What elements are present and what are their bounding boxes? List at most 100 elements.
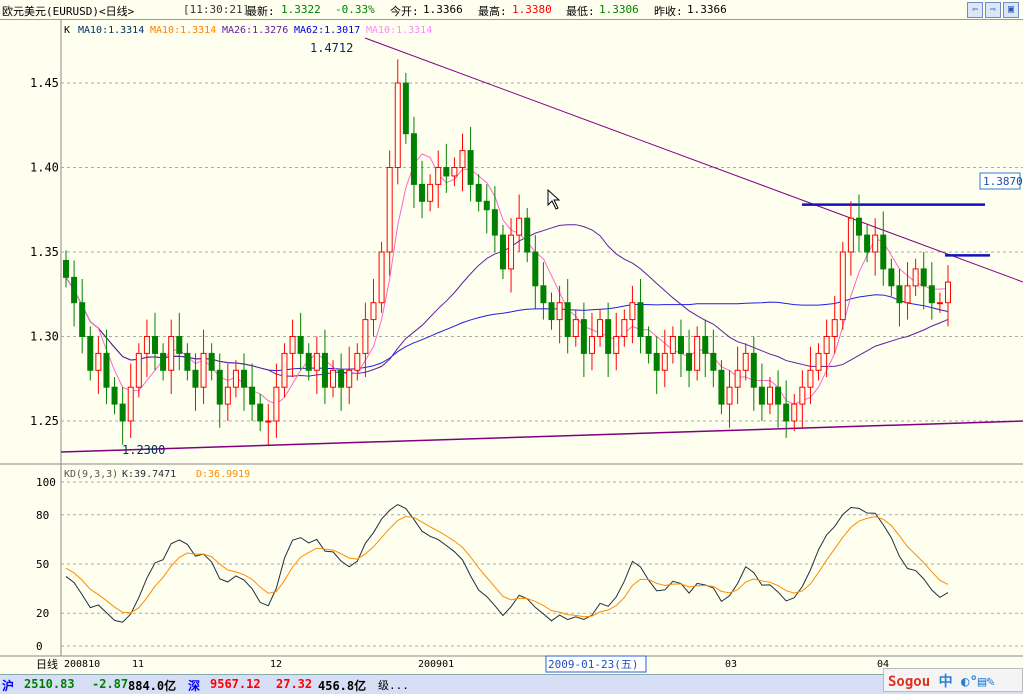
candle bbox=[152, 336, 159, 354]
candle bbox=[823, 336, 830, 354]
candle bbox=[451, 167, 458, 177]
candle bbox=[111, 386, 118, 405]
candle bbox=[799, 386, 806, 405]
instrument-name: 欧元美元(EURUSD)<日线> bbox=[2, 5, 135, 18]
candle bbox=[734, 369, 741, 388]
candle bbox=[168, 336, 175, 371]
candle bbox=[880, 234, 887, 270]
kd-tick: 50 bbox=[36, 558, 49, 571]
candle bbox=[710, 352, 717, 371]
d-line bbox=[65, 515, 949, 618]
candle bbox=[289, 336, 296, 354]
legend-ma3: MA26:1.3276 bbox=[222, 25, 288, 36]
candle bbox=[338, 369, 345, 388]
legend-ma5: MA10:1.3314 bbox=[366, 25, 432, 36]
candle bbox=[427, 183, 434, 202]
candle bbox=[864, 234, 871, 253]
x-tick: 200901 bbox=[418, 659, 454, 670]
kd-k: K:39.7471 bbox=[122, 469, 176, 480]
sogou-logo: Sogou bbox=[888, 674, 931, 690]
title-bar: 欧元美元(EURUSD)<日线> [11:30:21] 最新: 1.3322 -… bbox=[0, 0, 1023, 20]
high-value: 1.3380 bbox=[512, 3, 552, 16]
candle bbox=[508, 234, 515, 270]
kd-name: KD(9,3,3) bbox=[64, 469, 118, 480]
candle bbox=[273, 386, 280, 422]
resistance-trendline bbox=[364, 37, 1023, 283]
forward-icon[interactable]: ⇨ bbox=[985, 2, 1001, 18]
candle bbox=[904, 285, 911, 304]
candle bbox=[71, 276, 78, 304]
candle bbox=[621, 319, 628, 338]
candle bbox=[742, 352, 749, 371]
candle bbox=[184, 352, 191, 371]
candle bbox=[119, 403, 126, 422]
sz-change: 27.32 bbox=[276, 677, 313, 691]
candle bbox=[588, 336, 595, 354]
candle bbox=[224, 386, 231, 405]
ime-toolbar[interactable]: Sogou 中 ◐°▤✎ bbox=[883, 668, 1023, 692]
prev-value: 1.3366 bbox=[687, 3, 727, 16]
back-icon[interactable]: ⇦ bbox=[967, 2, 983, 18]
candle bbox=[362, 319, 369, 354]
x-axis-label: 日线 bbox=[36, 657, 58, 671]
candle bbox=[87, 336, 94, 371]
candle bbox=[459, 150, 466, 169]
candle bbox=[176, 336, 183, 354]
candle bbox=[572, 319, 579, 338]
legend-ma2: MA10:1.3314 bbox=[150, 25, 216, 36]
low-value: 1.3306 bbox=[599, 3, 639, 16]
candle bbox=[330, 369, 337, 388]
candle bbox=[637, 302, 644, 338]
candle bbox=[135, 352, 142, 388]
candle bbox=[313, 352, 320, 371]
status-bar: 沪 2510.83 -2.87 884.0亿 深 9567.12 27.32 4… bbox=[0, 674, 1023, 694]
candle bbox=[241, 369, 248, 388]
candle bbox=[564, 302, 571, 338]
candle bbox=[702, 336, 709, 354]
legend-k: K bbox=[64, 25, 70, 36]
x-tick: 11 bbox=[132, 659, 144, 670]
candle bbox=[750, 352, 757, 388]
change-value: -0.33% bbox=[335, 3, 375, 16]
price-tick: 1.25 bbox=[30, 414, 59, 428]
ime-tools-icon[interactable]: ◐°▤✎ bbox=[961, 674, 995, 690]
support-trendline bbox=[60, 420, 1023, 453]
restore-icon[interactable]: ▣ bbox=[1003, 2, 1019, 18]
candle bbox=[613, 336, 620, 354]
low-label: 最低: bbox=[566, 5, 595, 18]
kd-d: D:36.9919 bbox=[196, 469, 250, 480]
ime-mode[interactable]: 中 bbox=[938, 674, 953, 690]
sz-label: 深 bbox=[188, 679, 201, 693]
candle bbox=[208, 352, 215, 371]
legend-ma4: MA62:1.3017 bbox=[294, 25, 360, 36]
candle bbox=[127, 386, 134, 422]
candle bbox=[524, 217, 531, 253]
price-tick: 1.45 bbox=[30, 76, 59, 90]
candle bbox=[766, 386, 773, 405]
kd-tick: 20 bbox=[36, 607, 49, 620]
legend-ma1: MA10:1.3314 bbox=[78, 25, 144, 36]
x-tick: 200810 bbox=[64, 659, 100, 670]
candle bbox=[694, 336, 701, 371]
candle bbox=[265, 420, 272, 423]
last-value: 1.3322 bbox=[281, 3, 321, 16]
candle bbox=[839, 251, 846, 321]
candle bbox=[160, 352, 167, 371]
x-tick: 12 bbox=[270, 659, 282, 670]
candle bbox=[281, 352, 288, 388]
candle bbox=[354, 352, 361, 371]
candle bbox=[143, 336, 150, 354]
candle bbox=[677, 336, 684, 354]
candle bbox=[402, 82, 409, 135]
candle bbox=[783, 403, 790, 422]
candle bbox=[831, 319, 838, 338]
candle bbox=[686, 352, 693, 371]
price-box: 1.3870 bbox=[983, 175, 1023, 188]
candle bbox=[936, 302, 943, 305]
chart-area[interactable]: 1.45 1.40 1.35 1.30 1.25 100 80 50 20 0 K MA10:1.… bbox=[0, 0, 1023, 674]
candle bbox=[200, 352, 207, 388]
candle bbox=[661, 352, 668, 371]
candle bbox=[192, 369, 199, 388]
k-line bbox=[65, 503, 949, 623]
candle bbox=[807, 369, 814, 388]
